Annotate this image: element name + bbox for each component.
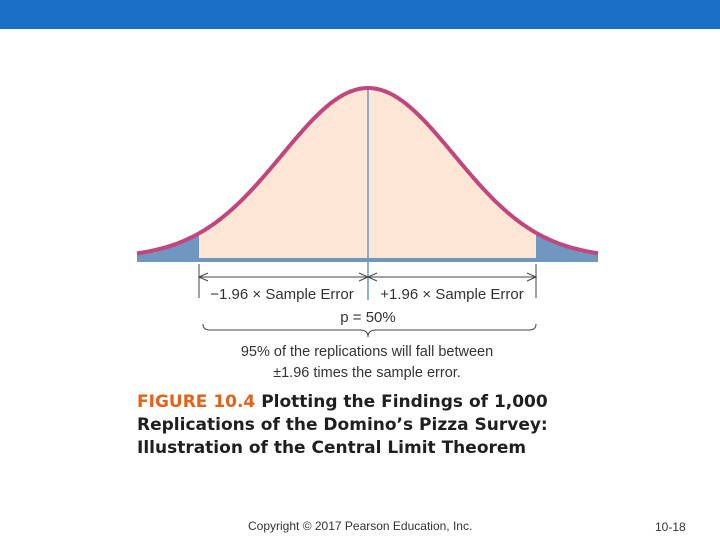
- center-p-label: p = 50%: [340, 309, 395, 326]
- center-right-arrow-head: [366, 272, 378, 282]
- minus-sample-error-label: −1.96 × Sample Error: [210, 286, 353, 303]
- page-number: 10-18: [655, 520, 686, 534]
- note-line-1: 95% of the replications will fall betwee…: [241, 344, 493, 360]
- bell-curve: [136, 86, 599, 256]
- figure-number: FIGURE 10.4: [137, 392, 256, 412]
- note-line-2: ±1.96 times the sample error.: [273, 365, 461, 381]
- right-arrow-head: [526, 272, 538, 282]
- figure-title: Plotting the Findings of 1,000 Replicati…: [137, 392, 548, 458]
- plus-sample-error-label: +1.96 × Sample Error: [380, 286, 523, 303]
- sample-error-brackets: [197, 264, 538, 298]
- brace: [202, 323, 537, 338]
- left-arrow-head: [197, 272, 209, 282]
- copyright-footer: Copyright © 2017 Pearson Education, Inc.: [248, 519, 473, 533]
- top-bar: [0, 0, 720, 29]
- figure-caption: FIGURE 10.4 Plotting the Findings of 1,0…: [137, 391, 557, 460]
